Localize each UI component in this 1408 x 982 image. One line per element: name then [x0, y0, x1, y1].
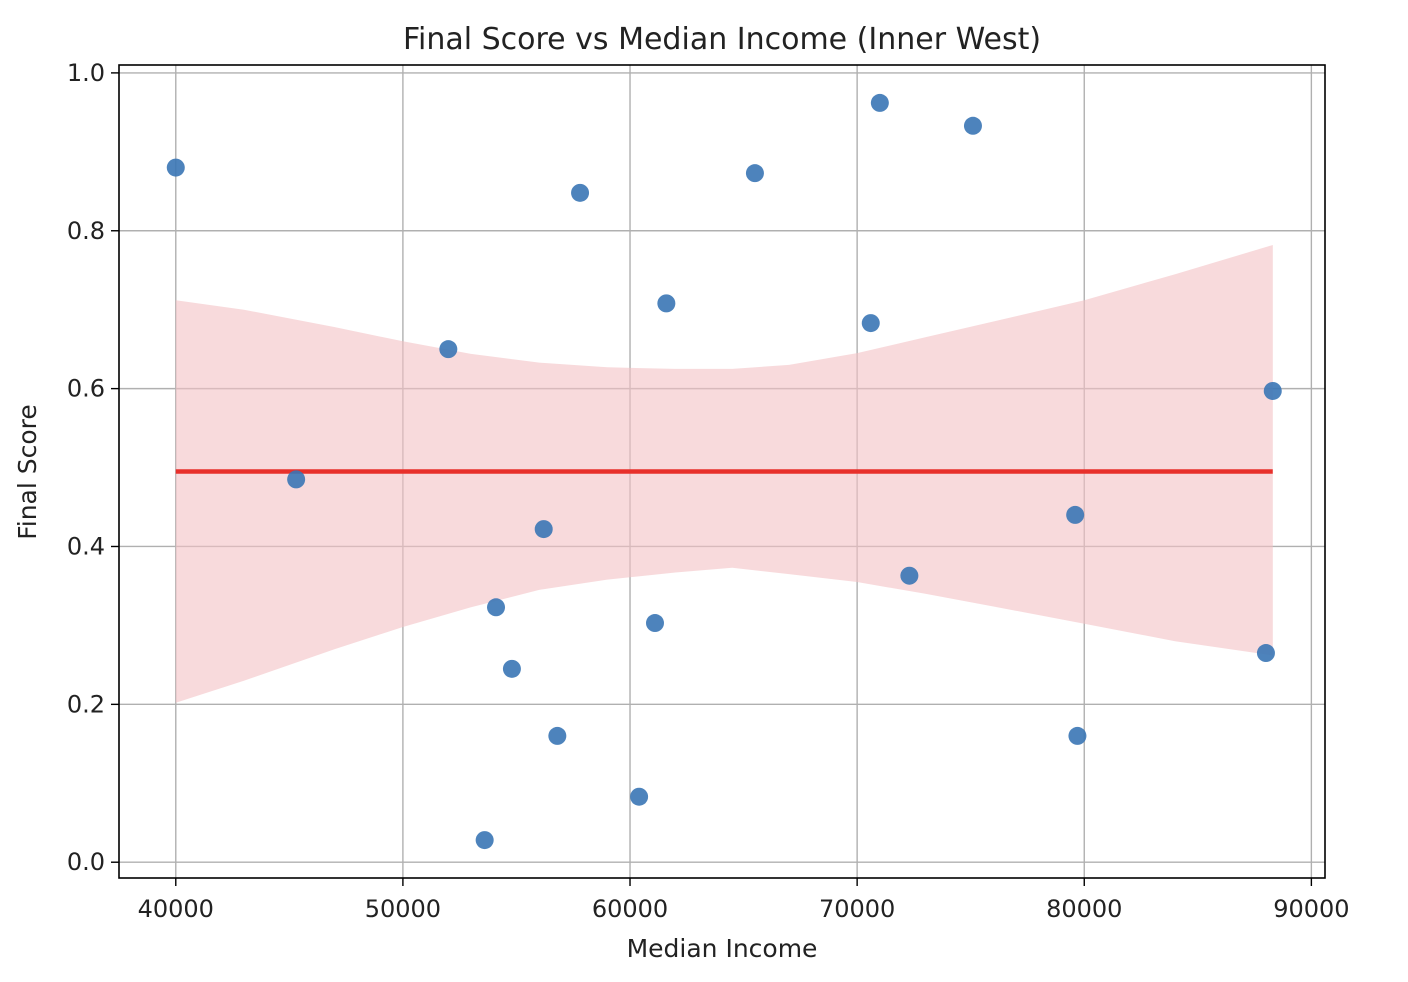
x-tick-label: 50000 — [365, 895, 441, 923]
x-tick-label: 80000 — [1046, 895, 1122, 923]
y-tick-label: 0.6 — [67, 375, 105, 403]
data-points — [166, 93, 1282, 850]
data-point — [287, 470, 306, 489]
data-point — [439, 340, 458, 359]
data-point — [166, 158, 185, 177]
x-tick-label: 60000 — [592, 895, 668, 923]
data-point — [571, 183, 590, 202]
plot-frame — [118, 64, 1326, 879]
chart-title: Final Score vs Median Income (Inner West… — [403, 22, 1041, 57]
x-tick-label: 40000 — [138, 895, 214, 923]
confidence-band-layer — [175, 245, 1273, 703]
data-point — [657, 294, 676, 313]
data-point — [1263, 381, 1282, 400]
data-point — [534, 520, 553, 539]
y-tick-label: 0.0 — [67, 848, 105, 876]
y-axis-label: Final Score — [13, 404, 42, 540]
y-tick-label: 0.8 — [67, 217, 105, 245]
confidence-band — [175, 245, 1273, 703]
data-point — [502, 659, 521, 678]
data-point — [548, 726, 567, 745]
data-point — [630, 787, 649, 806]
data-point — [1068, 726, 1087, 745]
y-tick-label: 0.2 — [67, 690, 105, 718]
y-tick-label: 1.0 — [67, 59, 105, 87]
data-point — [487, 598, 506, 617]
data-point — [1256, 644, 1275, 663]
x-axis-ticks: 40000 50000 60000 70000 80000 90000 — [138, 878, 1350, 923]
data-point — [861, 314, 880, 333]
y-axis-ticks: 0.0 0.2 0.4 0.6 0.8 1.0 — [67, 59, 119, 876]
data-point — [963, 116, 982, 135]
data-point — [475, 831, 494, 850]
data-point — [745, 164, 764, 183]
data-point — [900, 566, 919, 585]
x-axis-label: Median Income — [627, 934, 818, 963]
data-point — [646, 614, 664, 633]
data-point — [1066, 505, 1085, 524]
data-point — [870, 93, 889, 112]
x-tick-label: 70000 — [819, 895, 895, 923]
y-tick-label: 0.4 — [67, 532, 105, 560]
x-tick-label: 90000 — [1273, 895, 1349, 923]
